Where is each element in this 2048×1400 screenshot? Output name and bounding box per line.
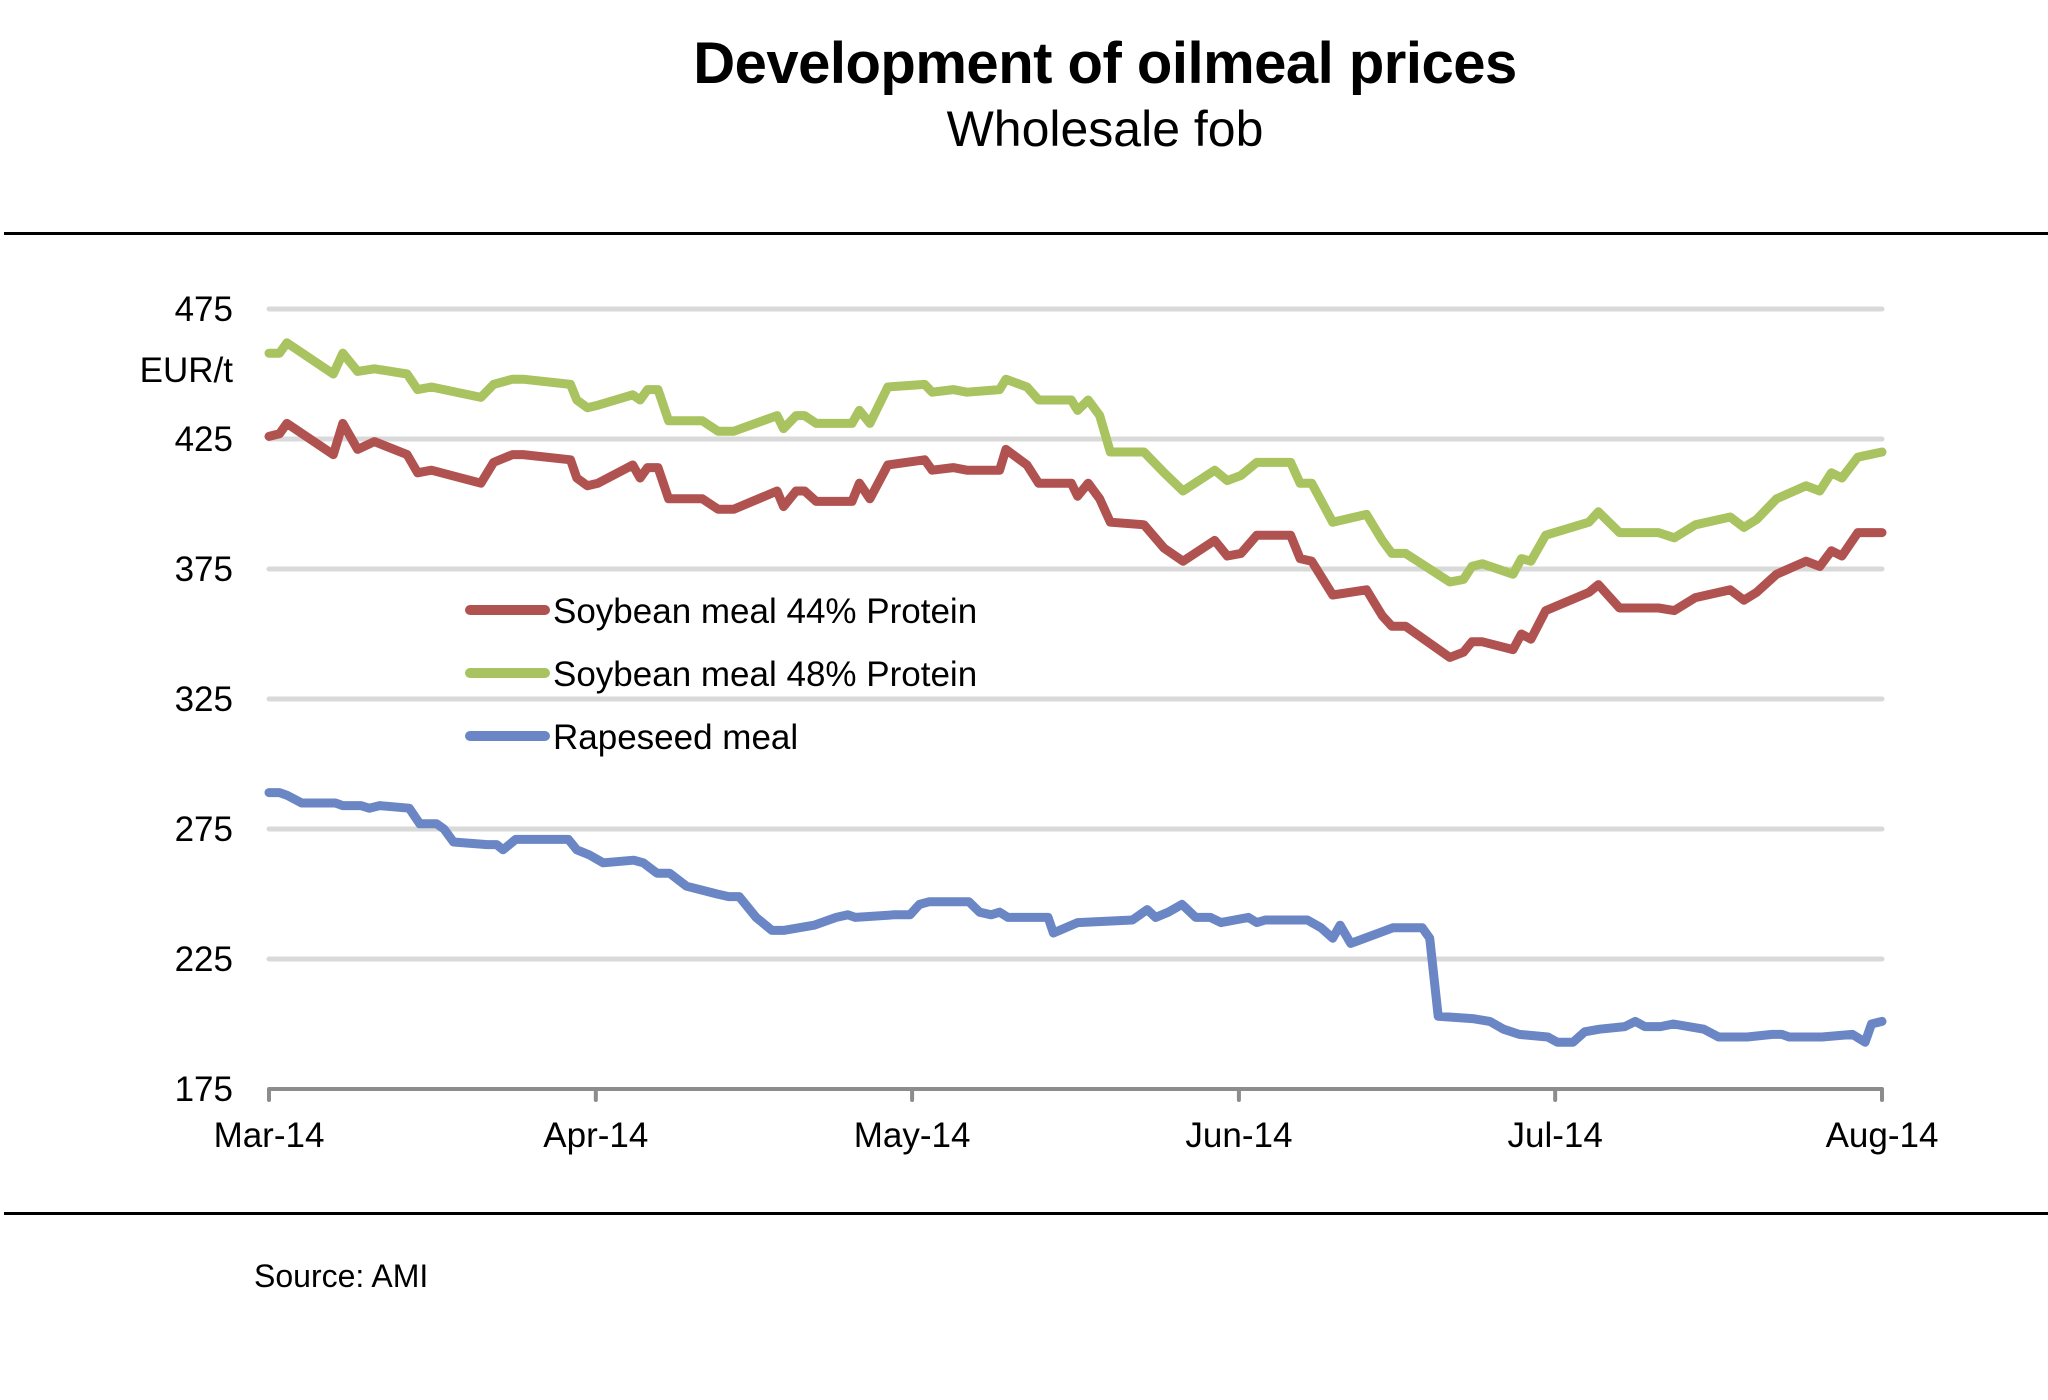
x-tick-label: Aug-14 (1826, 1116, 1939, 1155)
series-line-3 (264, 788, 1887, 1047)
y-tick-label: 325 (175, 680, 233, 719)
y-tick-label: 275 (175, 810, 233, 849)
legend-label: Rapeseed meal (553, 718, 798, 757)
series-lines (264, 338, 1887, 1047)
y-tick-label: 175 (175, 1070, 233, 1109)
top-divider (4, 232, 2048, 235)
source-note: Source: AMI (254, 1258, 429, 1294)
legend-label: Soybean meal 48% Protein (553, 655, 977, 694)
chart-title: Development of oilmeal prices (693, 31, 1517, 96)
y-axis-label: EUR/t (140, 351, 234, 390)
y-tick-label: 475 (175, 290, 233, 329)
legend-label: Soybean meal 44% Protein (553, 592, 977, 631)
y-tick-label: 225 (175, 940, 233, 979)
series-line-2 (264, 338, 1887, 587)
x-tick-label: May-14 (854, 1116, 971, 1155)
x-axis: Mar-14 Apr-14 May-14 Jun-14 Jul-14 Aug-14 (214, 1087, 1939, 1155)
series-line-1 (264, 418, 1887, 662)
bottom-divider (4, 1212, 2048, 1215)
x-tick-label: Apr-14 (543, 1116, 648, 1155)
chart-subtitle: Wholesale fob (946, 101, 1264, 157)
y-tick-label: 375 (175, 550, 233, 589)
x-tick-label: Jun-14 (1185, 1116, 1292, 1155)
y-tick-label: 425 (175, 420, 233, 459)
gridlines (266, 306, 1885, 962)
legend: Soybean meal 44% Protein Soybean meal 48%… (465, 592, 977, 757)
x-tick-label: Mar-14 (214, 1116, 325, 1155)
x-tick-label: Jul-14 (1508, 1116, 1603, 1155)
y-axis-ticks: 175 225 275 325 375 425 475 (175, 290, 233, 1109)
